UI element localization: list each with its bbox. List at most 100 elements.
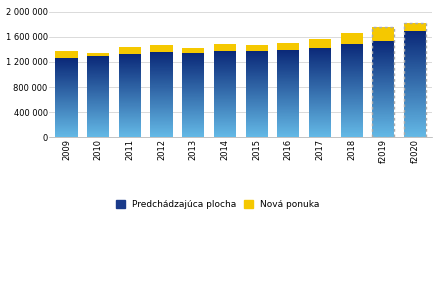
Bar — [309, 58, 331, 59]
Bar — [309, 136, 331, 137]
Bar — [151, 74, 173, 75]
Bar — [309, 51, 331, 52]
Bar — [214, 86, 236, 87]
Bar — [309, 85, 331, 86]
Bar — [55, 85, 78, 86]
Bar — [246, 82, 268, 83]
Bar — [309, 106, 331, 107]
Bar — [341, 65, 363, 66]
Bar — [119, 124, 141, 125]
Bar — [246, 136, 268, 137]
Bar — [372, 97, 395, 98]
Bar — [309, 53, 331, 54]
Bar — [246, 100, 268, 101]
Bar — [246, 90, 268, 91]
Bar — [87, 70, 109, 71]
Bar — [151, 60, 173, 61]
Bar — [151, 114, 173, 115]
Bar — [119, 59, 141, 60]
Bar — [309, 96, 331, 97]
Bar — [341, 76, 363, 77]
Bar — [246, 67, 268, 68]
Bar — [119, 77, 141, 78]
Bar — [87, 122, 109, 123]
Bar — [404, 88, 426, 89]
Bar — [277, 126, 299, 127]
Bar — [119, 117, 141, 118]
Bar — [309, 104, 331, 105]
Bar — [151, 115, 173, 116]
Bar — [87, 123, 109, 124]
Bar — [151, 128, 173, 129]
Bar — [277, 122, 299, 123]
Bar — [182, 59, 204, 60]
Bar — [55, 84, 78, 85]
Bar — [151, 89, 173, 90]
Bar — [151, 59, 173, 60]
Bar — [404, 123, 426, 124]
Bar — [404, 112, 426, 113]
Bar — [309, 98, 331, 99]
Bar — [404, 31, 426, 32]
Bar — [309, 65, 331, 66]
Bar — [309, 113, 331, 114]
Bar — [246, 124, 268, 125]
Bar — [151, 110, 173, 111]
Bar — [182, 70, 204, 71]
Bar — [87, 58, 109, 59]
Bar — [277, 65, 299, 66]
Bar — [404, 78, 426, 79]
Bar — [87, 108, 109, 109]
Bar — [182, 86, 204, 87]
Bar — [119, 94, 141, 95]
Bar — [119, 123, 141, 124]
Bar — [372, 44, 395, 45]
Bar — [214, 64, 236, 65]
Bar — [182, 58, 204, 59]
Bar — [404, 55, 426, 56]
Bar — [151, 106, 173, 107]
Bar — [277, 84, 299, 85]
Bar — [119, 127, 141, 128]
Bar — [87, 77, 109, 78]
Bar — [214, 62, 236, 63]
Bar — [246, 122, 268, 123]
Bar — [404, 132, 426, 133]
Bar — [246, 45, 268, 51]
Bar — [214, 70, 236, 71]
Bar — [214, 61, 236, 62]
Bar — [404, 43, 426, 44]
Bar — [246, 80, 268, 81]
Bar — [277, 102, 299, 103]
Bar — [404, 100, 426, 101]
Bar — [182, 63, 204, 64]
Bar — [404, 44, 426, 45]
Bar — [246, 93, 268, 94]
Bar — [214, 88, 236, 89]
Bar — [341, 136, 363, 137]
Bar — [341, 106, 363, 107]
Bar — [277, 54, 299, 55]
Bar — [214, 116, 236, 117]
Bar — [309, 95, 331, 96]
Bar — [214, 106, 236, 107]
Bar — [372, 99, 395, 100]
Bar — [55, 132, 78, 133]
Bar — [372, 126, 395, 127]
Bar — [87, 87, 109, 88]
Bar — [277, 83, 299, 84]
Bar — [277, 131, 299, 132]
Bar — [372, 109, 395, 110]
Bar — [182, 67, 204, 68]
Bar — [246, 66, 268, 67]
Bar — [119, 95, 141, 96]
Bar — [55, 72, 78, 73]
Bar — [151, 94, 173, 95]
Bar — [151, 123, 173, 124]
Bar — [182, 116, 204, 117]
Bar — [151, 130, 173, 131]
Bar — [341, 107, 363, 108]
Bar — [151, 127, 173, 128]
Bar — [182, 77, 204, 78]
Bar — [214, 63, 236, 64]
